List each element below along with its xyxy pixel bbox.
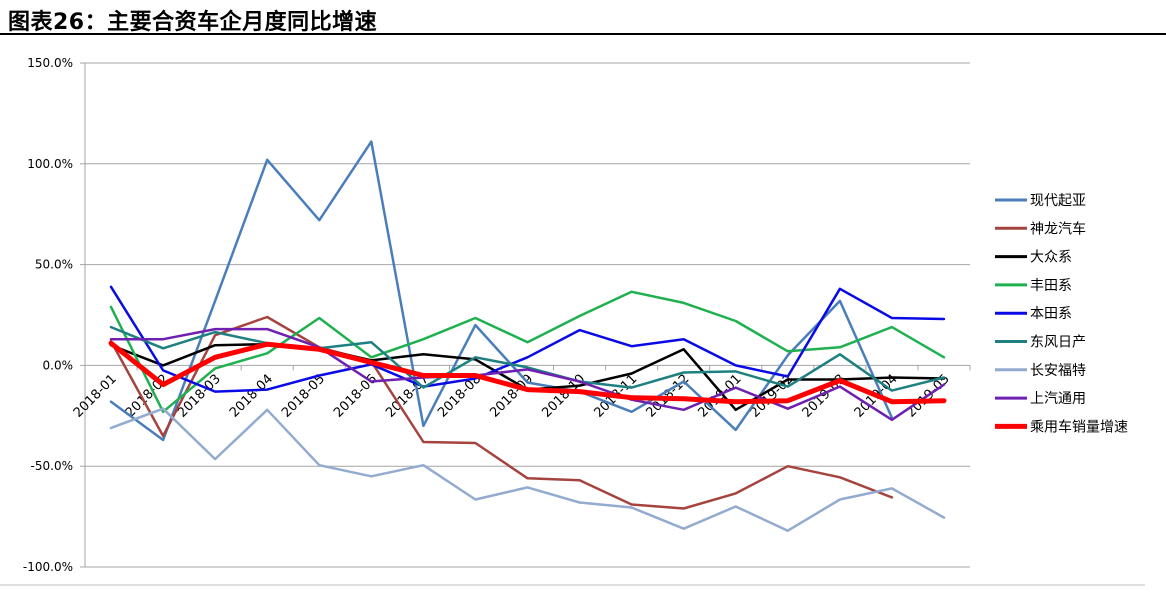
series-line bbox=[109, 407, 946, 532]
gridlines bbox=[85, 62, 970, 568]
x-tick-label: 2019-01 bbox=[696, 372, 745, 421]
x-tick-label: 2018-04 bbox=[227, 372, 276, 421]
legend-label: 本田系 bbox=[1030, 306, 1072, 322]
legend-label: 神龙汽车 bbox=[1030, 220, 1086, 237]
y-tick-label: 50.0% bbox=[35, 258, 73, 272]
y-tick-label: -50.0% bbox=[31, 459, 73, 473]
y-tick-label: 100.0% bbox=[27, 157, 73, 171]
y-tick-label: -100.0% bbox=[23, 560, 73, 574]
chart-title: 图表26：主要合资车企月度同比增速 bbox=[8, 10, 378, 35]
legend-label: 现代起亚 bbox=[1030, 193, 1086, 209]
series-lines bbox=[108, 140, 947, 532]
legend-label: 东风日产 bbox=[1030, 335, 1086, 351]
series-line bbox=[109, 315, 894, 510]
series-line bbox=[109, 325, 946, 392]
series-line bbox=[109, 285, 946, 393]
x-tick-label: 2018-01 bbox=[71, 372, 120, 421]
legend-label: 长安福特 bbox=[1030, 363, 1086, 379]
y-tick-label: 150.0% bbox=[27, 56, 73, 70]
x-tick-label: 2018-06 bbox=[331, 372, 380, 421]
y-tick-label: 0.0% bbox=[43, 358, 74, 372]
series-line bbox=[109, 327, 946, 422]
legend-label: 乘用车销量增速 bbox=[1030, 418, 1128, 435]
legend-label: 丰田系 bbox=[1030, 278, 1072, 294]
legend-label: 大众系 bbox=[1030, 250, 1072, 266]
series-line bbox=[109, 290, 946, 414]
title-underline bbox=[0, 33, 1166, 35]
legend-label: 上汽通用 bbox=[1030, 391, 1086, 407]
series-line bbox=[108, 340, 947, 405]
series-line bbox=[109, 140, 894, 442]
y-axis: 150.0% 100.0% 50.0% 0.0% -50.0% -100.0% bbox=[23, 56, 86, 574]
